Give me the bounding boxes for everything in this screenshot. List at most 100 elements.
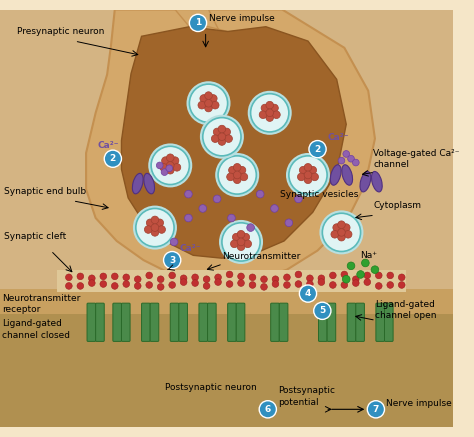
Text: 2: 2 [110,154,116,163]
Circle shape [319,210,364,254]
Circle shape [261,284,267,290]
Circle shape [146,219,154,227]
Circle shape [244,240,252,248]
Circle shape [300,285,317,302]
Text: Ca²⁻: Ca²⁻ [180,243,201,253]
Circle shape [192,280,199,286]
FancyBboxPatch shape [319,303,327,341]
Circle shape [238,166,246,174]
Text: Postsynaptic
potential: Postsynaptic potential [278,386,335,406]
Text: Neurotransmitter: Neurotransmitter [222,252,300,261]
Circle shape [171,157,179,164]
Circle shape [251,94,289,132]
Text: Cytoplasm: Cytoplasm [373,201,421,211]
Circle shape [347,156,355,162]
Circle shape [237,280,245,286]
Circle shape [151,224,159,232]
Circle shape [311,173,319,181]
Circle shape [184,214,192,222]
Text: Nerve impulse: Nerve impulse [386,399,452,409]
Circle shape [218,133,226,141]
Circle shape [219,220,263,264]
Circle shape [375,283,382,289]
Circle shape [166,166,174,174]
Circle shape [226,271,233,278]
Text: Synaptic vesicles: Synaptic vesicles [280,190,359,199]
Circle shape [248,91,292,135]
FancyBboxPatch shape [170,303,179,341]
Circle shape [232,233,240,241]
FancyBboxPatch shape [96,303,104,341]
Circle shape [286,153,330,197]
Circle shape [166,162,174,169]
Circle shape [170,238,178,246]
Circle shape [215,279,221,285]
Text: Ligand-gated
channel open: Ligand-gated channel open [375,300,437,320]
Circle shape [273,111,280,118]
Circle shape [156,219,164,227]
FancyBboxPatch shape [87,303,96,341]
Circle shape [215,274,221,281]
Circle shape [237,230,245,238]
Circle shape [218,138,226,146]
Circle shape [237,238,245,246]
Circle shape [295,281,302,288]
Circle shape [398,274,405,281]
Circle shape [205,92,212,100]
Circle shape [266,114,273,121]
Circle shape [145,225,152,233]
Circle shape [123,274,129,281]
Circle shape [307,275,313,281]
Text: Voltage-gated Ca²⁻
channel: Voltage-gated Ca²⁻ channel [373,149,459,169]
Circle shape [186,81,230,125]
Circle shape [156,162,163,169]
Ellipse shape [132,173,143,194]
Circle shape [123,281,129,288]
Circle shape [295,195,302,203]
Circle shape [203,283,210,289]
Circle shape [100,273,107,280]
Circle shape [223,128,230,136]
Circle shape [272,281,279,288]
Circle shape [169,281,175,288]
Text: Na⁺: Na⁺ [361,251,378,260]
Circle shape [222,223,260,261]
Circle shape [228,166,236,174]
Circle shape [65,283,72,289]
FancyBboxPatch shape [199,303,208,341]
FancyBboxPatch shape [347,303,356,341]
Circle shape [104,150,121,167]
Circle shape [304,176,312,184]
FancyBboxPatch shape [179,303,188,341]
Circle shape [387,281,393,288]
Circle shape [205,100,212,107]
Circle shape [343,151,350,157]
Circle shape [362,259,369,267]
Circle shape [166,154,174,162]
Circle shape [146,272,153,279]
Text: Presynaptic neuron: Presynaptic neuron [17,28,105,36]
Circle shape [266,101,273,109]
Circle shape [200,115,244,159]
Circle shape [283,274,290,281]
Circle shape [151,229,159,236]
Circle shape [164,252,181,269]
Circle shape [338,157,345,164]
FancyBboxPatch shape [384,303,393,341]
Circle shape [371,266,379,274]
Circle shape [271,104,278,112]
Circle shape [190,14,207,31]
Circle shape [157,276,164,283]
Text: 1: 1 [195,18,201,28]
Circle shape [237,273,245,280]
Circle shape [295,271,302,278]
Circle shape [226,281,233,288]
Circle shape [198,101,206,109]
Circle shape [240,173,248,181]
Text: Synaptic cleft: Synaptic cleft [4,232,66,241]
FancyBboxPatch shape [236,303,245,341]
Circle shape [218,156,256,194]
Circle shape [353,280,359,286]
Circle shape [180,279,187,285]
Circle shape [289,156,327,194]
